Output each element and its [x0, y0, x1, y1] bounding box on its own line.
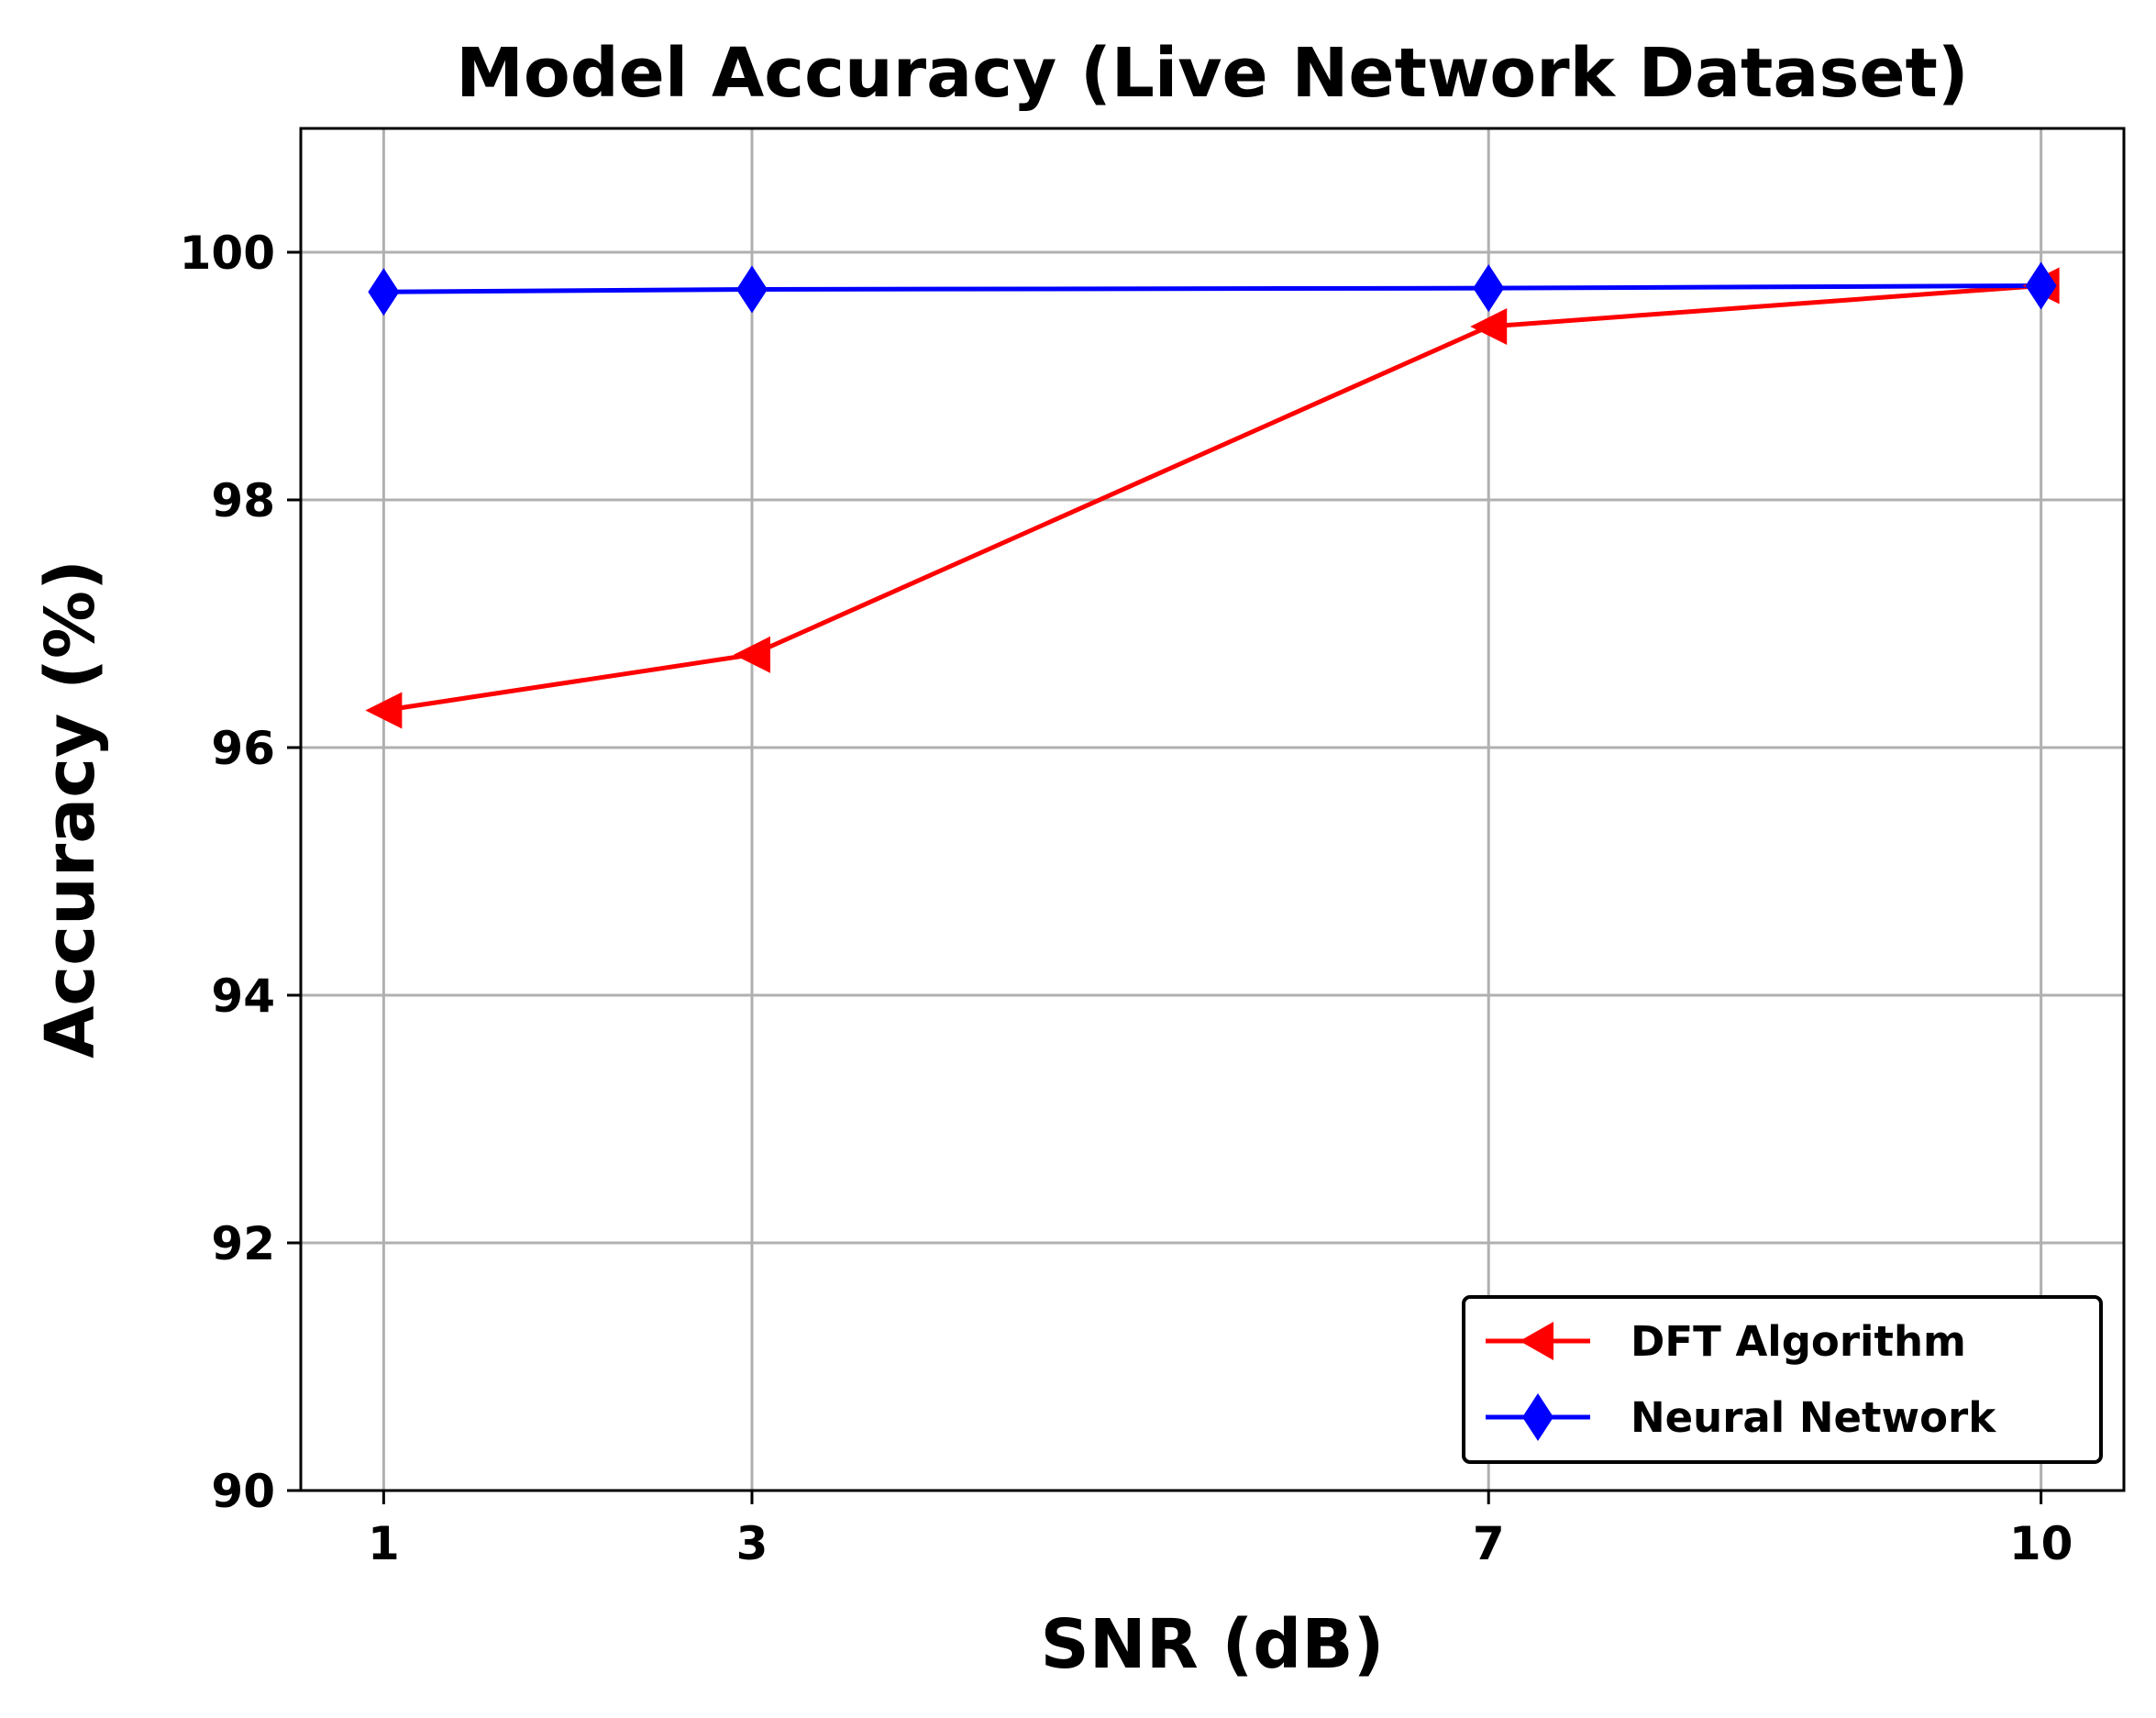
legend-marker-dft — [1520, 1322, 1553, 1360]
data-point-neural-network — [2025, 261, 2057, 310]
series-line-dft — [382, 283, 2041, 713]
axis-ticks: 1 3 7 10 90 92 94 96 98 100 — [180, 227, 2073, 1570]
legend-marker-neural-network — [1522, 1393, 1553, 1441]
data-point-dft — [733, 636, 770, 673]
data-point-neural-network — [368, 268, 400, 316]
plot-frame — [299, 127, 2126, 1492]
y-tick-label: 92 — [211, 1217, 275, 1270]
legend-label-neural-network: Neural Network — [1631, 1393, 1996, 1442]
data-point-neural-network — [735, 265, 768, 314]
grid-lines — [301, 128, 2124, 1492]
series-line-neural-network — [383, 283, 2041, 294]
x-tick-label: 10 — [2009, 1517, 2073, 1570]
x-tick-label: 1 — [368, 1517, 400, 1570]
series-lines — [382, 283, 2041, 713]
chart-title: Model Accuracy (Live Network Dataset) — [456, 34, 1969, 113]
x-axis-label: SNR (dB) — [1041, 1605, 1385, 1684]
y-tick-label: 98 — [211, 474, 275, 527]
data-point-dft — [1470, 308, 1508, 345]
legend: DFT Algorithm Neural Network — [1462, 1295, 2103, 1464]
y-tick-label: 96 — [211, 722, 275, 775]
data-point-neural-network — [1473, 264, 1505, 313]
x-tick-label: 3 — [736, 1517, 768, 1570]
x-tick-label: 7 — [1473, 1517, 1505, 1570]
data-point-dft — [365, 692, 403, 729]
y-tick-label: 100 — [180, 227, 275, 280]
y-tick-label: 90 — [211, 1465, 275, 1518]
legend-label-dft: DFT Algorithm — [1631, 1317, 1966, 1366]
series-markers — [365, 261, 2060, 729]
y-axis-label: Accuracy (%) — [31, 560, 110, 1059]
y-tick-label: 94 — [211, 970, 275, 1023]
legend-box — [1462, 1295, 2103, 1464]
